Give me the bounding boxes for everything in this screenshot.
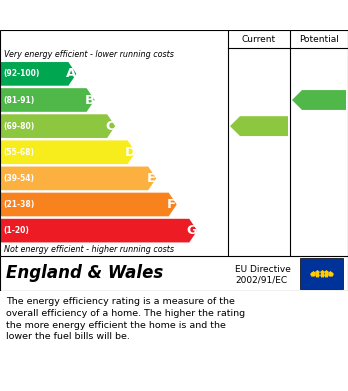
Text: D: D bbox=[125, 146, 136, 159]
Polygon shape bbox=[0, 88, 95, 112]
Bar bbox=[300, 258, 343, 289]
Text: EU Directive: EU Directive bbox=[235, 264, 291, 273]
Text: England & Wales: England & Wales bbox=[6, 264, 163, 283]
Text: E: E bbox=[147, 172, 156, 185]
Text: 87: 87 bbox=[311, 93, 331, 107]
Polygon shape bbox=[0, 167, 156, 190]
Text: (69-80): (69-80) bbox=[3, 122, 34, 131]
Text: Energy Efficiency Rating: Energy Efficiency Rating bbox=[10, 7, 220, 23]
Text: G: G bbox=[187, 224, 197, 237]
Text: Current: Current bbox=[242, 35, 276, 44]
Text: (92-100): (92-100) bbox=[3, 69, 39, 78]
Text: (81-91): (81-91) bbox=[3, 95, 34, 104]
Text: C: C bbox=[105, 120, 115, 133]
Text: (1-20): (1-20) bbox=[3, 226, 29, 235]
Polygon shape bbox=[0, 219, 197, 242]
Text: Not energy efficient - higher running costs: Not energy efficient - higher running co… bbox=[4, 245, 174, 254]
Text: 2002/91/EC: 2002/91/EC bbox=[235, 276, 287, 285]
Text: Potential: Potential bbox=[299, 35, 339, 44]
Text: (21-38): (21-38) bbox=[3, 200, 34, 209]
Text: (55-68): (55-68) bbox=[3, 148, 34, 157]
Text: B: B bbox=[84, 93, 95, 106]
Polygon shape bbox=[0, 62, 77, 86]
Polygon shape bbox=[0, 114, 115, 138]
Text: F: F bbox=[167, 198, 176, 211]
Polygon shape bbox=[0, 140, 136, 164]
Text: Very energy efficient - lower running costs: Very energy efficient - lower running co… bbox=[4, 50, 174, 59]
Text: (39-54): (39-54) bbox=[3, 174, 34, 183]
Polygon shape bbox=[292, 90, 346, 110]
Text: 72: 72 bbox=[251, 119, 271, 133]
Text: The energy efficiency rating is a measure of the
overall efficiency of a home. T: The energy efficiency rating is a measur… bbox=[6, 297, 245, 341]
Text: A: A bbox=[66, 67, 76, 81]
Polygon shape bbox=[0, 193, 177, 216]
Polygon shape bbox=[230, 116, 288, 136]
